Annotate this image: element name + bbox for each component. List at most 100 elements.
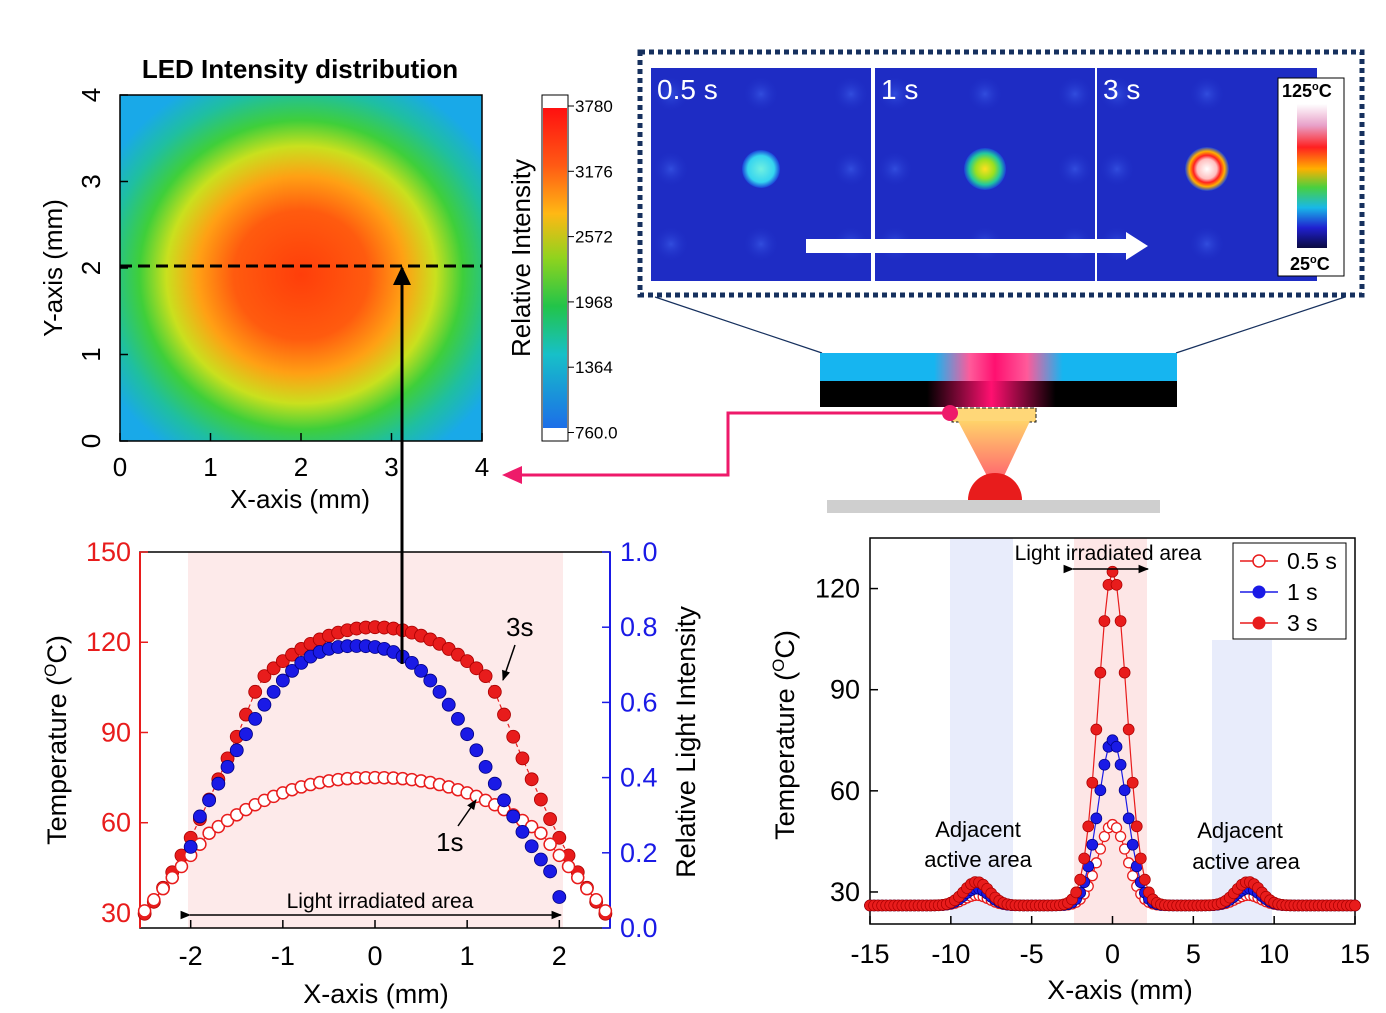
br-point xyxy=(1090,812,1103,825)
br-y-tick-label: 60 xyxy=(830,776,860,806)
br-point xyxy=(1078,852,1091,865)
device-schematic xyxy=(502,296,1346,513)
br-x-tick-label: -10 xyxy=(931,939,970,969)
colorbar-tick-label: 1364 xyxy=(575,358,613,377)
br-point xyxy=(1082,820,1095,833)
br-adjacent-left-line2: active area xyxy=(924,847,1032,872)
thermal-panel: 0.5 s 1 s 3 s 125oC 25oC xyxy=(637,49,1365,298)
thermal-dim-spot xyxy=(833,76,869,112)
br-point xyxy=(1086,838,1099,851)
br-point xyxy=(1114,615,1127,627)
thermal-dim-spot xyxy=(877,76,913,112)
thermal-dim-spot xyxy=(743,76,779,112)
bl-y-tick-label-right: 0.0 xyxy=(620,913,658,943)
br-y-tick-label: 90 xyxy=(830,675,860,705)
thermal-frame-label: 0.5 s xyxy=(657,74,718,105)
heatmap-y-tick-label: 1 xyxy=(76,347,106,361)
bl-y-label-right: Relative Light Intensity xyxy=(671,606,701,878)
bl-point-3s xyxy=(248,684,263,699)
led-chip-outline xyxy=(951,407,1037,423)
bl-y-tick-label-left: 120 xyxy=(86,627,131,657)
light-cone xyxy=(958,421,1030,493)
br-y-tick-label: 30 xyxy=(830,877,860,907)
device-top-layer xyxy=(820,353,1177,381)
bl-point-3s xyxy=(543,812,557,826)
bl-point-1s xyxy=(543,837,557,852)
bl-point-3s xyxy=(552,830,567,845)
br-adjacent-right-line1: Adjacent xyxy=(1197,818,1283,843)
heatmap-title: LED Intensity distribution xyxy=(142,54,458,84)
bl-x-tick-label: -1 xyxy=(271,941,295,971)
heatmap-y-tick-label: 2 xyxy=(76,261,106,275)
br-point xyxy=(1127,870,1139,882)
bl-point-3s xyxy=(524,772,539,787)
bl-point-3s xyxy=(478,669,493,684)
br-point xyxy=(1070,886,1082,899)
heatmap-x-tick-label: 3 xyxy=(384,452,398,482)
heatmap-y-tick-label: 0 xyxy=(76,434,106,448)
thermal-frame: 0.5 s xyxy=(651,68,871,281)
bl-point-intensity xyxy=(478,759,493,774)
br-point xyxy=(1134,852,1147,865)
bl-point-1s xyxy=(202,826,216,840)
bl-y-tick-label-right: 1.0 xyxy=(620,537,658,567)
thermal-scale-min: 25oC xyxy=(1290,254,1330,274)
bl-point-intensity xyxy=(515,824,530,839)
thermal-hot-spot xyxy=(964,148,1006,190)
led-substrate xyxy=(827,500,1160,513)
bl-point-3s xyxy=(533,792,548,807)
bl-x-tick-label: 0 xyxy=(367,941,382,971)
bottom-right-chart: -15 -10 -5 0 5 10 15 30 60 90 120 Light irradiated… xyxy=(769,537,1370,1005)
heatmap-image xyxy=(120,95,482,441)
br-point xyxy=(1126,776,1139,789)
thermal-dim-spot xyxy=(1099,76,1135,112)
br-x-tick-label: 0 xyxy=(1105,939,1120,969)
bl-y-tick-label-left: 90 xyxy=(101,717,131,747)
bl-y-tick-label-right: 0.8 xyxy=(620,612,658,642)
bl-x-tick-label: 1 xyxy=(460,941,475,971)
br-point xyxy=(1086,776,1099,789)
thermal-hot-spot xyxy=(1185,147,1229,191)
br-point xyxy=(1118,784,1131,797)
bl-point-intensity xyxy=(543,864,557,879)
bl-point-intensity xyxy=(414,663,428,678)
br-legend: 0.5 s 1 s 3 s xyxy=(1232,542,1347,640)
thermal-dim-spot xyxy=(877,151,913,187)
bl-label-1s: 1s xyxy=(436,827,463,857)
br-point xyxy=(1138,873,1151,886)
br-point xyxy=(1094,666,1107,679)
bl-point-3s xyxy=(487,684,502,699)
bl-point-1s xyxy=(211,819,226,834)
thermal-dim-spot xyxy=(653,226,689,262)
bl-y-tick-label-left: 30 xyxy=(101,898,131,928)
thermal-dim-spot xyxy=(653,151,689,187)
bl-point-1s xyxy=(156,881,170,896)
bl-point-intensity xyxy=(239,727,253,742)
br-point xyxy=(1122,723,1135,736)
bl-point-intensity xyxy=(183,839,198,854)
probe-arrow-line xyxy=(518,411,950,477)
br-point xyxy=(1094,784,1107,797)
thermal-scale-max: 125oC xyxy=(1282,81,1332,101)
heatmap-x-tick-label: 2 xyxy=(294,452,308,482)
bl-point-intensity xyxy=(533,852,548,867)
bl-point-intensity xyxy=(211,776,226,791)
bl-point-intensity xyxy=(460,727,475,742)
br-adjacent-region-right xyxy=(1212,640,1272,924)
thermal-frame-label: 1 s xyxy=(881,74,918,105)
bl-x-label: X-axis (mm) xyxy=(303,979,448,1009)
bl-point-intensity xyxy=(220,759,235,774)
colorbar-tick-label: 760.0 xyxy=(575,424,618,443)
bl-y-tick-label-right: 0.6 xyxy=(620,687,658,717)
legend-marker xyxy=(1252,616,1266,630)
thermal-dim-spot xyxy=(967,76,1003,112)
bl-point-intensity xyxy=(441,697,456,712)
bl-point-1s xyxy=(534,826,548,840)
bl-point-intensity xyxy=(552,890,567,904)
bl-point-1s xyxy=(570,870,585,885)
heatmap-x-label: X-axis (mm) xyxy=(230,484,370,514)
heatmap-x-ticks: 0 1 2 3 4 xyxy=(113,433,489,482)
bl-series-3s-line xyxy=(144,626,606,915)
heatmap-y-label: Y-axis (mm) xyxy=(38,199,68,337)
legend-label: 1 s xyxy=(1287,579,1318,605)
